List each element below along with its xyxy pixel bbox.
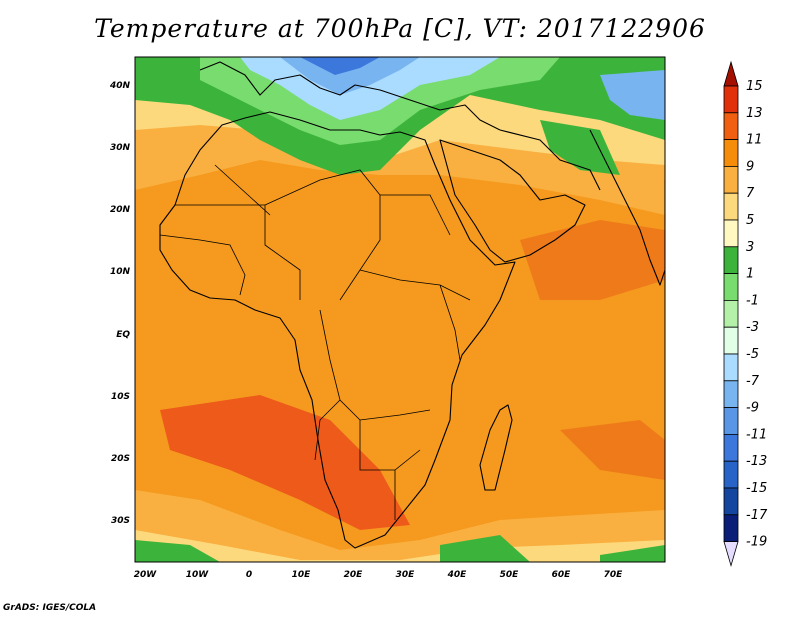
colorbar-label: -3 — [746, 320, 759, 335]
south-green-patch — [440, 535, 530, 562]
colorbar-segment — [723, 246, 739, 275]
lat-axis: 40N 30N 20N 10N EQ 10S 20S 30S — [109, 81, 131, 526]
lon-tick-label: 50E — [500, 570, 520, 580]
lat-tick-label: 10N — [110, 267, 131, 277]
colorbar-segment — [723, 85, 739, 114]
arabia-coastline — [439, 139, 586, 263]
map-title: Temperature at 700hPa [C], VT: 201712290… — [94, 14, 706, 43]
colorbar-segment — [723, 353, 739, 382]
colorbar-segment — [723, 487, 739, 516]
colorbar-label: -1 — [746, 293, 759, 308]
lat-tick-label: 20S — [111, 454, 130, 464]
lon-tick-label: 20W — [134, 570, 158, 580]
colorbar-segment — [723, 165, 739, 194]
lat-tick-label: EQ — [116, 330, 130, 340]
lon-tick-label: 20E — [344, 570, 364, 580]
colorbar-segment — [723, 219, 739, 248]
colorbar-label: 3 — [746, 240, 754, 255]
lat-tick-label: 30S — [111, 516, 130, 526]
asia-coastline — [499, 129, 601, 191]
colorbar-labels: 15 13 11 9 7 5 3 1 -1 -3 -5 -7 -9 -11 -13 -15 -17 -19 — [746, 79, 768, 550]
colorbar-label: -15 — [746, 481, 767, 496]
colorbar-label: -11 — [746, 427, 767, 442]
northeast-blue — [600, 70, 665, 120]
south-mild-band — [135, 490, 665, 562]
colorbar-segment — [723, 273, 739, 301]
south-yellow-band — [135, 530, 665, 562]
lat-tick-label: 40N — [109, 81, 131, 91]
colorbar-segment — [723, 299, 739, 328]
colorbar-label: -5 — [746, 347, 759, 362]
europe-coastline — [199, 61, 501, 131]
colorbar-label: 11 — [746, 133, 763, 148]
colorbar-bottom-arrow — [723, 541, 739, 568]
colorbar-segment — [723, 433, 739, 462]
lon-tick-label: 10E — [292, 570, 312, 580]
colorbar-label: 9 — [746, 159, 754, 174]
colorbar-label: -19 — [746, 535, 767, 550]
india-coastline — [589, 129, 665, 286]
colorbar-segment — [723, 514, 739, 542]
north-dark-blue — [300, 57, 380, 75]
country-borders — [159, 164, 471, 520]
lon-tick-label: 0 — [246, 570, 252, 580]
colorbar-segment — [723, 192, 739, 221]
colorbar-label: -17 — [746, 508, 768, 523]
lon-tick-label: 30E — [396, 570, 416, 580]
lat-tick-label: 30N — [110, 143, 131, 153]
colorbar-label: 1 — [746, 267, 754, 282]
lon-axis: 20W 10W 0 10E 20E 30E 40E 50E 60E 70E — [134, 570, 623, 580]
map-frame — [134, 56, 666, 563]
lon-tick-label: 60E — [552, 570, 572, 580]
lat-tick-label: 20N — [110, 205, 131, 215]
northeast-green — [540, 120, 620, 175]
colorbar-label: 7 — [746, 186, 755, 201]
colorbar-label: 5 — [746, 213, 754, 228]
arabian-sea-warm — [520, 220, 665, 300]
lon-tick-label: 40E — [447, 570, 468, 580]
colorbar-top-arrow — [723, 60, 739, 87]
colorbar — [723, 60, 739, 568]
lon-tick-label: 70E — [604, 570, 624, 580]
colorbar-label: -13 — [746, 454, 767, 469]
north-blue — [280, 57, 420, 95]
southeast-green — [600, 545, 665, 562]
colorbar-segment — [723, 326, 739, 355]
temperature-field — [135, 57, 665, 562]
colorbar-label: -7 — [746, 374, 760, 389]
colorbar-label: -9 — [746, 401, 759, 416]
colorbar-label: 13 — [746, 106, 763, 121]
credit-text: GrADS: IGES/COLA — [3, 603, 97, 613]
colorbar-segment — [723, 407, 739, 435]
colorbar-segment — [723, 380, 739, 408]
colorbar-segment — [723, 112, 739, 141]
lat-tick-label: 10S — [111, 392, 130, 402]
colorbar-label: 15 — [746, 79, 763, 94]
lon-tick-label: 10W — [186, 570, 210, 580]
southwest-green — [135, 540, 220, 562]
south-warm-core — [160, 395, 410, 530]
colorbar-segment — [723, 460, 739, 489]
colorbar-segment — [723, 139, 739, 167]
indian-ocean-warm — [560, 420, 665, 480]
africa-coastline — [159, 111, 516, 549]
madagascar-coastline — [479, 404, 513, 491]
